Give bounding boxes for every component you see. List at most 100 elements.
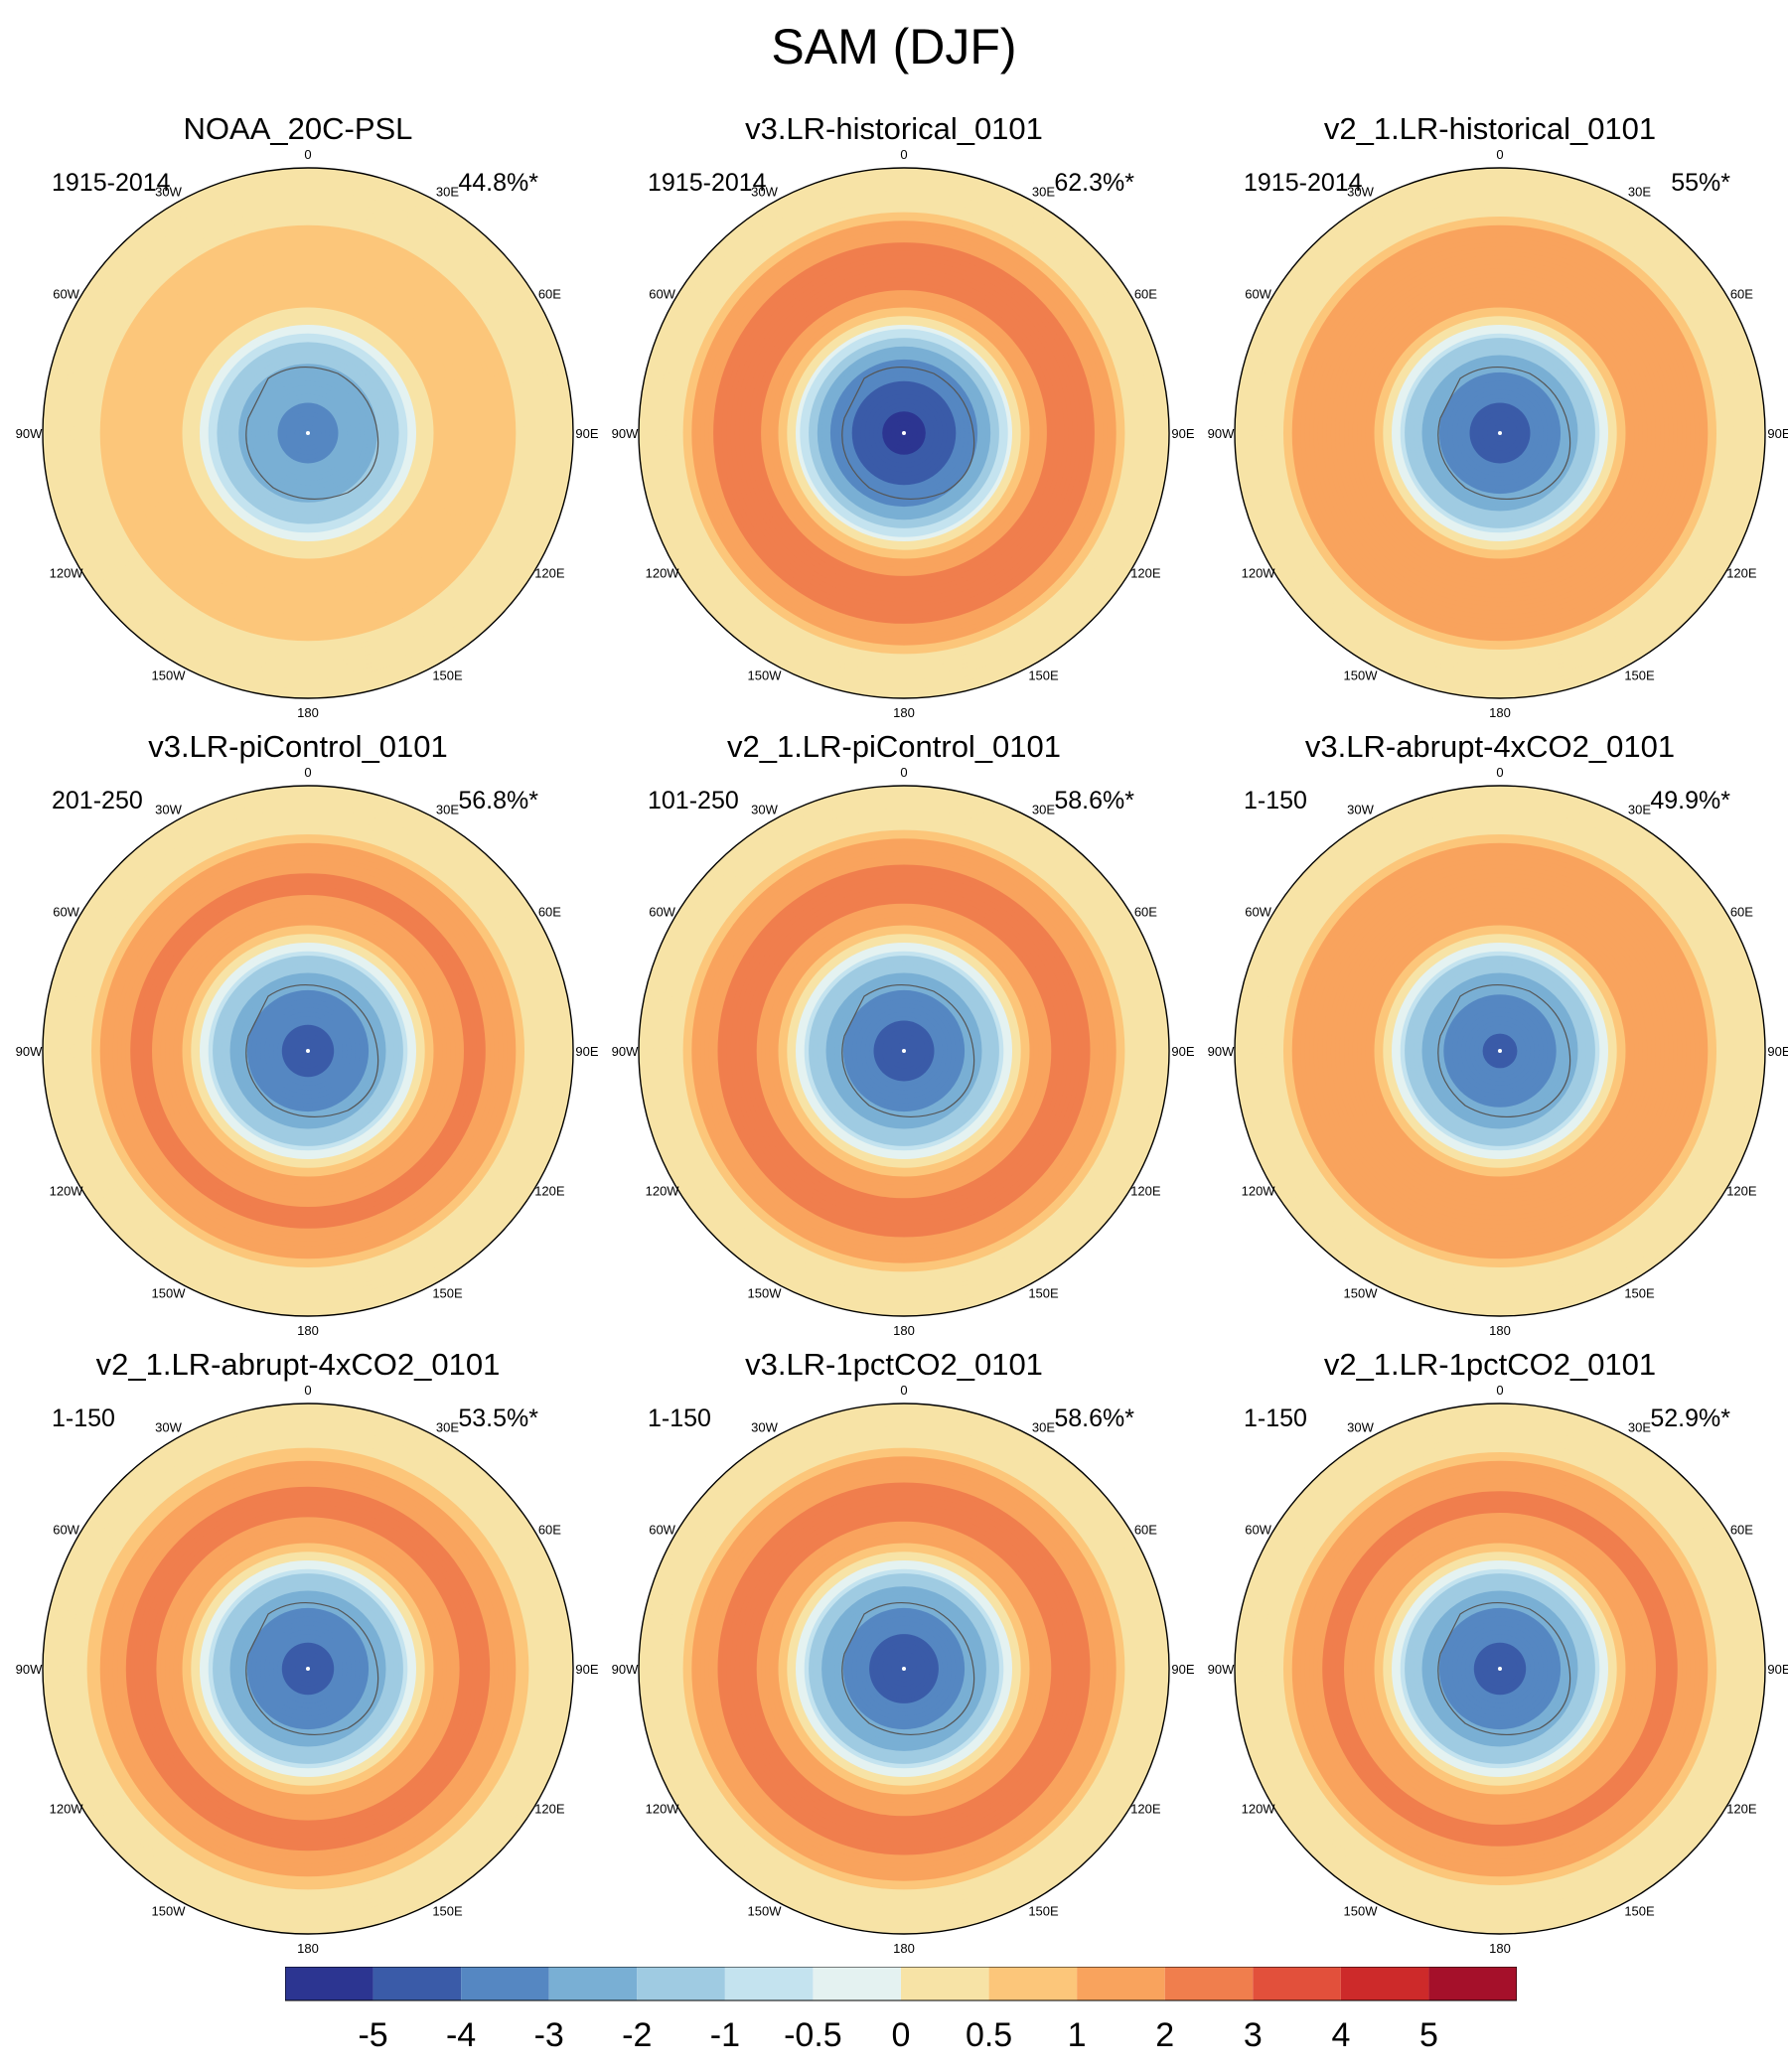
longitude-label: 90E: [1767, 426, 1788, 441]
longitude-label: 120E: [1130, 1802, 1161, 1817]
colorbar-label: 3: [1244, 2016, 1263, 2054]
panel-title: NOAA_20C-PSL: [183, 111, 413, 146]
longitude-label: 120E: [534, 1184, 565, 1199]
longitude-label: 60W: [53, 1523, 79, 1538]
pole-marker: [902, 1667, 906, 1671]
figure-title: SAM (DJF): [771, 19, 1017, 74]
panel-variance: 56.8%*: [458, 787, 538, 814]
colorbar: -5 -4 -3 -2 -1 -0.5 0 0.5 1 2 3 4 5: [285, 1967, 1517, 2054]
longitude-label: 120W: [646, 566, 680, 581]
pole-marker: [1498, 431, 1502, 435]
longitude-label: 90E: [1171, 1044, 1194, 1059]
colorbar-swatch: [813, 1967, 901, 2000]
colorbar-swatch: [901, 1967, 989, 2000]
panel-period: 201-250: [52, 787, 143, 814]
antarctica-coastline: [245, 1601, 379, 1736]
map-boundary: [42, 1403, 574, 1935]
longitude-label: 150W: [152, 667, 187, 682]
panel-variance: 62.3%*: [1054, 169, 1134, 197]
map-boundary: [1234, 167, 1766, 699]
colorbar-swatch: [1428, 1967, 1517, 2000]
longitude-label: 60E: [538, 905, 561, 920]
panel-variance: 49.9%*: [1650, 787, 1730, 814]
longitude-label: 180: [893, 1941, 915, 1956]
longitude-label: 150E: [1028, 1903, 1059, 1918]
longitude-label: 60E: [1730, 287, 1753, 302]
longitude-label: 150E: [1028, 667, 1059, 682]
antarctica-coastline: [1437, 983, 1571, 1118]
longitude-label: 30E: [1032, 803, 1055, 817]
colorbar-swatch: [285, 1967, 373, 2000]
longitude-label: 150E: [432, 667, 463, 682]
longitude-label: 0: [1496, 147, 1503, 162]
polar-map: 0 30E 60E 90E 120E 150E 180 150W 120W 90W 60W 30W: [16, 1383, 599, 1956]
longitude-label: 120E: [534, 1802, 565, 1817]
panel-title: v3.LR-historical_0101: [745, 111, 1043, 146]
map-panel: v3.LR-historical_0101 1915-2014 62.3%* 0 30E…: [596, 0, 1195, 720]
longitude-label: 60W: [1245, 287, 1271, 302]
colorbar-swatch: [372, 1967, 462, 2000]
colorbar-swatch: [637, 1967, 725, 2000]
map-panel: v3.LR-abrupt-4xCO2_0101 1-150 49.9%* 0 30E 60…: [1192, 618, 1788, 1338]
map-boundary: [1234, 785, 1766, 1317]
longitude-label: 0: [304, 1383, 311, 1398]
antarctica-coastline: [841, 366, 975, 501]
longitude-label: 30W: [1347, 1420, 1374, 1435]
colorbar-swatch: [724, 1967, 814, 2000]
longitude-label: 150E: [1624, 667, 1655, 682]
panel-variance: 58.6%*: [1054, 1405, 1134, 1432]
map-panel: v2_1.LR-abrupt-4xCO2_0101 1-150 53.5%* 0 30E…: [0, 1236, 599, 1956]
colorbar-swatch: [1077, 1967, 1165, 2000]
longitude-label: 150E: [432, 1285, 463, 1300]
map-boundary: [638, 785, 1170, 1317]
longitude-label: 30E: [436, 803, 459, 817]
panel-period: 1915-2014: [52, 169, 171, 197]
polar-map: 0 30E 60E 90E 120E 150E 180 150W 120W 90W 60W 30W: [612, 147, 1195, 720]
panel-period: 1915-2014: [1244, 169, 1363, 197]
longitude-label: 0: [1496, 765, 1503, 780]
antarctica-coastline: [841, 983, 975, 1118]
polar-map: 0 30E 60E 90E 120E 150E 180 150W 120W 90W 60W 30W: [612, 1383, 1195, 1956]
colorbar-label: 5: [1419, 2016, 1438, 2054]
longitude-label: 90W: [1208, 1662, 1235, 1677]
colorbar-label: -2: [622, 2016, 652, 2054]
antarctica-coastline: [1437, 366, 1571, 501]
longitude-label: 120W: [50, 1802, 84, 1817]
longitude-label: 0: [900, 147, 907, 162]
pole-marker: [1498, 1667, 1502, 1671]
colorbar-label: 1: [1068, 2016, 1087, 2054]
longitude-label: 30W: [155, 185, 182, 200]
longitude-label: 60E: [1730, 905, 1753, 920]
panel-variance: 58.6%*: [1054, 787, 1134, 814]
colorbar-label: -4: [446, 2016, 476, 2054]
longitude-label: 60W: [649, 905, 675, 920]
pole-marker: [306, 1049, 310, 1053]
longitude-label: 150W: [748, 667, 783, 682]
longitude-label: 90E: [575, 1044, 598, 1059]
longitude-label: 30W: [751, 185, 778, 200]
panel-variance: 53.5%*: [458, 1405, 538, 1432]
longitude-label: 120W: [646, 1802, 680, 1817]
map-panel: v3.LR-piControl_0101 201-250 56.8%* 0 30E 60E…: [0, 618, 599, 1338]
map-panel: NOAA_20C-PSL 1915-2014 44.8%* 0 30E 60E 90E 120…: [0, 0, 599, 720]
longitude-label: 60E: [1730, 1523, 1753, 1538]
panel-variance: 55%*: [1671, 169, 1730, 197]
longitude-label: 150E: [1028, 1285, 1059, 1300]
longitude-label: 0: [900, 1383, 907, 1398]
panel-period: 1-150: [1244, 1405, 1307, 1432]
longitude-label: 150E: [1624, 1903, 1655, 1918]
longitude-label: 30W: [155, 1420, 182, 1435]
longitude-label: 120E: [1130, 1184, 1161, 1199]
longitude-label: 90W: [16, 426, 43, 441]
longitude-label: 120W: [1242, 1802, 1276, 1817]
longitude-label: 180: [893, 705, 915, 720]
panel-period: 1-150: [52, 1405, 115, 1432]
longitude-label: 150W: [152, 1903, 187, 1918]
map-panel: v2_1.LR-1pctCO2_0101 1-150 52.9%* 0 30E 60E 90…: [1192, 1236, 1788, 1956]
panel-title: v2_1.LR-1pctCO2_0101: [1323, 1347, 1657, 1382]
panel-title: v3.LR-abrupt-4xCO2_0101: [1304, 729, 1676, 764]
longitude-label: 90W: [16, 1044, 43, 1059]
longitude-label: 150W: [1344, 1285, 1379, 1300]
longitude-label: 90E: [575, 426, 598, 441]
longitude-label: 150W: [1344, 1903, 1379, 1918]
